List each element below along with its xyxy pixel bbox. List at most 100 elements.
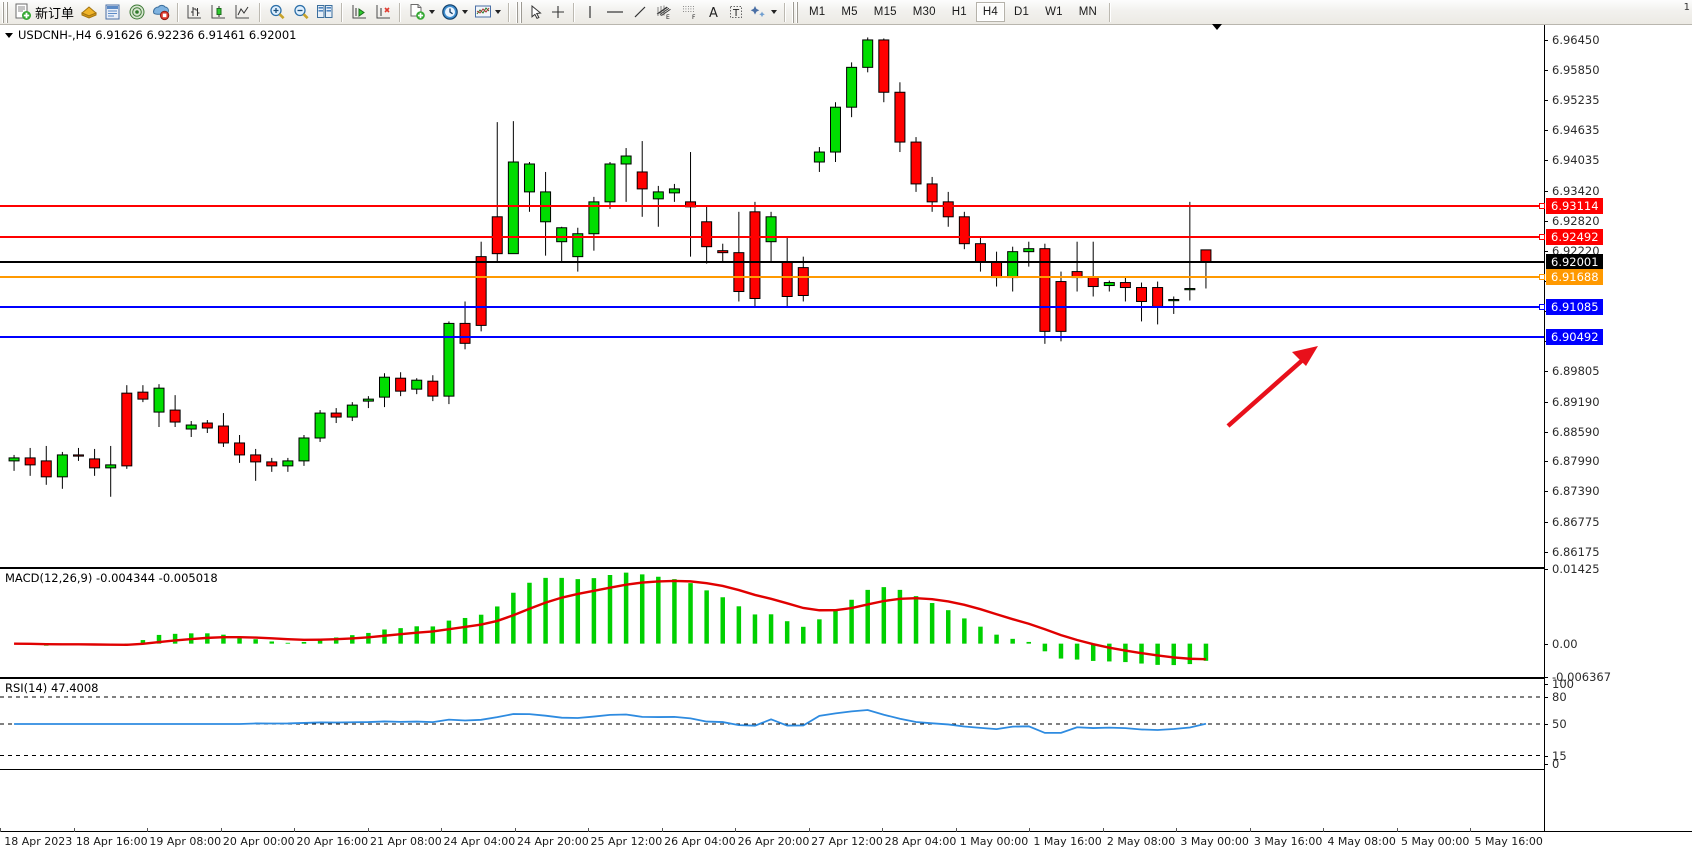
text-tool-button[interactable]: A <box>703 1 725 24</box>
fibonacci-tool-button[interactable]: E <box>651 1 677 24</box>
macd-tick: -0.006367 <box>1545 670 1611 684</box>
data-window-icon <box>105 4 120 20</box>
trendline-tool-button[interactable] <box>629 1 651 24</box>
tile-windows-button[interactable] <box>313 1 337 24</box>
candle <box>153 387 165 413</box>
time-tick-separator <box>1323 828 1325 832</box>
time-tick: 25 Apr 12:00 <box>590 835 663 848</box>
period-dropdown-caret[interactable] <box>462 10 469 14</box>
rsi-tick: 15 <box>1545 749 1567 763</box>
new-order-label: 新订单 <box>35 6 75 22</box>
expert-advisors-button[interactable] <box>77 1 101 24</box>
indicators-button[interactable] <box>471 1 504 24</box>
price-badge-resistance-2[interactable]: 6.92492 <box>1546 229 1603 246</box>
toolbar-separator-5 <box>508 2 511 22</box>
crosshair-tool-button[interactable] <box>547 1 569 24</box>
timeframe-toolbar-grip[interactable] <box>791 1 800 23</box>
time-tick-separator <box>0 828 1 832</box>
candle <box>894 91 906 143</box>
level-line-support-2[interactable] <box>0 335 1544 338</box>
level-handle[interactable] <box>1539 274 1545 281</box>
macd-pane[interactable]: MACD(12,26,9) -0.004344 -0.005018 <box>0 568 1544 678</box>
time-tick: 24 Apr 04:00 <box>443 835 516 848</box>
timeframe-button-d1[interactable]: D1 <box>1013 6 1030 18</box>
indicators-dropdown-caret[interactable] <box>495 10 502 14</box>
rsi-pane[interactable]: RSI(14) 47.4008 <box>0 678 1544 770</box>
timeframe-button-mn[interactable]: MN <box>1078 6 1098 18</box>
chart-shift-marker[interactable] <box>1212 24 1222 30</box>
horizontal-line-tool-button[interactable] <box>601 1 629 24</box>
timeframe-button-h4[interactable]: H4 <box>975 2 1005 22</box>
level-handle[interactable] <box>1539 234 1545 241</box>
level-handle[interactable] <box>1539 304 1545 311</box>
symbol-collapse-icon[interactable] <box>5 32 13 38</box>
timeframe-button-m1[interactable]: M1 <box>809 6 826 18</box>
auto-scroll-button[interactable] <box>371 1 395 24</box>
candle <box>1039 248 1051 332</box>
vertical-line-tool-button[interactable] <box>579 1 601 24</box>
bar-chart-button[interactable] <box>183 1 207 24</box>
candle <box>169 409 181 423</box>
candle <box>8 457 20 462</box>
time-tick-separator <box>147 828 149 832</box>
candle <box>523 163 535 193</box>
candle <box>507 161 519 255</box>
level-line-ask-price[interactable] <box>0 274 1545 281</box>
time-tick-separator <box>882 828 884 832</box>
new-chart-button[interactable] <box>405 1 438 24</box>
candle <box>298 437 310 462</box>
time-scale-axis[interactable]: 18 Apr 2023 18 Apr 16:00 19 Apr 08:00 20 Ap… <box>0 828 1692 851</box>
time-tick-separator <box>1396 828 1398 832</box>
objects-dropdown-caret[interactable] <box>771 10 778 14</box>
clock-icon <box>442 4 458 20</box>
autotrading-button[interactable] <box>149 1 173 24</box>
new-chart-dropdown-caret[interactable] <box>429 10 436 14</box>
price-pane[interactable]: USDCNH-,H4 6.91626 6.92236 6.91461 6.920… <box>0 25 1545 568</box>
price-badge-support-1[interactable]: 6.91085 <box>1546 299 1603 316</box>
price-scale-axis[interactable]: 6.96450 6.95850 6.95235 6.94635 6.94035 6.934… <box>1544 25 1692 851</box>
candle <box>443 322 455 397</box>
candle <box>137 391 149 400</box>
new-order-button[interactable]: 新订单 <box>11 1 77 24</box>
drawing-toolbar-grip[interactable] <box>515 1 524 23</box>
zoom-in-button[interactable] <box>265 1 289 24</box>
candle <box>846 66 858 108</box>
price-badge-support-2[interactable]: 6.90492 <box>1546 328 1603 345</box>
cursor-tool-button[interactable] <box>525 1 547 24</box>
navigator-button[interactable] <box>125 1 149 24</box>
candle <box>572 233 584 258</box>
candle <box>958 216 970 245</box>
rsi-label: RSI(14) 47.4008 <box>5 681 99 695</box>
level-handle[interactable] <box>1539 203 1545 210</box>
line-chart-button[interactable] <box>231 1 255 24</box>
timeframe-button-h1[interactable]: H1 <box>951 6 967 18</box>
price-badge-bid-price[interactable]: 6.92001 <box>1546 253 1603 270</box>
timeframe-button-w1[interactable]: W1 <box>1045 6 1063 18</box>
text-label-tool-button[interactable]: T <box>725 1 747 24</box>
level-line-bid-price[interactable] <box>0 260 1544 263</box>
chart-shift-button[interactable] <box>347 1 371 24</box>
period-button[interactable] <box>438 1 471 24</box>
fibonacci-fan-tool-button[interactable]: F <box>677 1 703 24</box>
timeframe-button-m30[interactable]: M30 <box>912 6 936 18</box>
level-line-resistance-2[interactable] <box>0 234 1545 241</box>
zoom-out-button[interactable] <box>289 1 313 24</box>
price-tick: 6.96450 <box>1545 33 1600 47</box>
chart-canvas-area[interactable]: USDCNH-,H4 6.91626 6.92236 6.91461 6.920… <box>0 24 1692 851</box>
bullish-arrow-annotation[interactable] <box>0 25 1544 568</box>
candle <box>1184 288 1196 291</box>
toolbar-grip[interactable] <box>1 1 9 23</box>
level-line-support-1[interactable] <box>0 304 1545 311</box>
price-badge-ask-price[interactable]: 6.91688 <box>1546 269 1603 286</box>
candlestick-chart-button[interactable] <box>207 1 231 24</box>
data-window-button[interactable] <box>101 1 125 24</box>
rsi-tick: 0 <box>1545 757 1559 771</box>
timeframe-button-m15[interactable]: M15 <box>873 6 897 18</box>
time-tick-separator <box>220 828 222 832</box>
candle <box>1103 282 1115 287</box>
time-tick: 20 Apr 00:00 <box>222 835 295 848</box>
timeframe-button-m5[interactable]: M5 <box>841 6 858 18</box>
objects-button[interactable] <box>747 1 780 24</box>
level-line-resistance-1[interactable] <box>0 203 1545 210</box>
price-badge-resistance-1[interactable]: 6.93114 <box>1546 198 1603 215</box>
